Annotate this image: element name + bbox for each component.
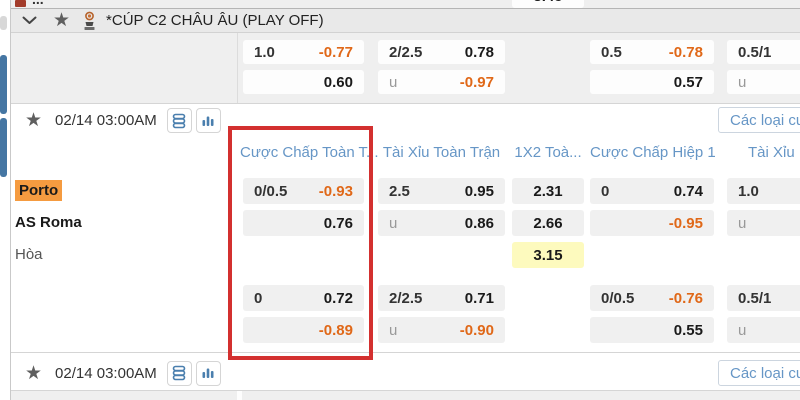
column-header-ou-h1: Tài Xỉu H... xyxy=(748,144,800,161)
column-divider xyxy=(237,391,242,400)
odds-cell-hdp-ft[interactable]: 0.60 xyxy=(243,70,364,94)
collapse-chevron-icon[interactable] xyxy=(22,16,37,25)
stats-button[interactable] xyxy=(195,108,221,133)
next-section-strip xyxy=(11,390,800,400)
stats-button[interactable] xyxy=(195,360,221,386)
clipped-previous-row: ... 3.45 xyxy=(11,0,800,8)
section-divider xyxy=(11,103,800,104)
odds-cell-ou-h1-alt-under[interactable]: u xyxy=(727,317,800,343)
odds-cell-hdp-ft-alt[interactable]: 0 0.72 xyxy=(243,285,364,311)
odds-cell-ou-ft-under[interactable]: u 0.86 xyxy=(378,210,505,236)
bar-chart-icon xyxy=(202,368,214,378)
match-datetime: 02/14 03:00AM xyxy=(55,364,157,382)
stacked-view-button[interactable] xyxy=(166,108,192,133)
odds-cell-hdp-h1[interactable]: 0.57 xyxy=(590,70,714,94)
column-header-hdp-ft: Cược Chấp Toàn T... xyxy=(240,144,379,161)
bar-chart-icon xyxy=(202,116,214,126)
stacked-view-button[interactable] xyxy=(166,360,192,386)
column-divider xyxy=(237,33,238,103)
odds-cell-ou-ft[interactable]: 2/2.5 0.78 xyxy=(378,40,505,64)
match-meta-row: ★ 02/14 03:00AM xyxy=(11,356,800,390)
odds-cell-1x2-away[interactable]: 2.66 xyxy=(512,210,584,236)
away-team-name: AS Roma xyxy=(15,214,82,231)
scrollbar-thumb[interactable] xyxy=(0,55,7,114)
stack-icon xyxy=(172,113,186,128)
odds-cell-hdp-h1-alt[interactable]: 0/0.5 -0.76 xyxy=(590,285,714,311)
odds-cell-1x2-draw[interactable]: 3.15 xyxy=(512,242,584,268)
left-scrollbar[interactable] xyxy=(0,0,11,400)
odds-cell-ou-h1-under[interactable]: u xyxy=(727,210,800,236)
draw-label: Hòa xyxy=(15,246,43,263)
odds-cell-hdp-h1-alt2[interactable]: 0.55 xyxy=(590,317,714,343)
odds-cell-ou-ft[interactable]: u -0.97 xyxy=(378,70,505,94)
scrollbar-notch xyxy=(0,16,7,30)
stack-icon xyxy=(172,365,186,381)
odds-cell-ou-h1[interactable]: u xyxy=(727,70,800,94)
more-bet-types-button[interactable]: Các loại cược xyxy=(718,360,800,386)
league-logo-icon xyxy=(82,11,97,31)
section-divider xyxy=(11,352,800,353)
odds-cell-ou-ft-alt-under[interactable]: u -0.90 xyxy=(378,317,505,343)
column-header-hdp-h1: Cược Chấp Hiệp 1 xyxy=(590,144,716,161)
scrollbar-thumb[interactable] xyxy=(0,118,7,177)
odds-cell-ou-ft-over[interactable]: 2.5 0.95 xyxy=(378,178,505,204)
more-bet-types-button[interactable]: Các loại cược xyxy=(718,107,800,133)
odds-cell-hdp-ft-home[interactable]: 0/0.5 -0.93 xyxy=(243,178,364,204)
odds-cell-hdp-ft-alt2[interactable]: -0.89 xyxy=(243,317,364,343)
odds-cell-ou-ft-alt-over[interactable]: 2/2.5 0.71 xyxy=(378,285,505,311)
odds-cell-hdp-ft-away[interactable]: 0.76 xyxy=(243,210,364,236)
league-favorite-star-icon[interactable]: ★ xyxy=(53,10,71,31)
match-datetime: 02/14 03:00AM xyxy=(55,112,157,129)
column-header-ou-ft: Tài Xỉu Toàn Trận xyxy=(382,144,501,161)
odds-cell-hdp-h1[interactable]: 0.5 -0.78 xyxy=(590,40,714,64)
odds-cell-ou-h1-alt-over[interactable]: 0.5/1 xyxy=(727,285,800,311)
league-title: *CÚP C2 CHÂU ÂU (PLAY OFF) xyxy=(106,12,324,29)
home-team-name: Porto xyxy=(15,180,63,201)
odds-cell-hdp-h1-away[interactable]: -0.95 xyxy=(590,210,714,236)
odds-cell-1x2-home[interactable]: 2.31 xyxy=(512,178,584,204)
odds-cell-hdp-h1-home[interactable]: 0 0.74 xyxy=(590,178,714,204)
match-meta-row: ★ 02/14 03:00AM xyxy=(11,104,800,137)
odds-cell-ou-h1-over[interactable]: 1.0 xyxy=(727,178,800,204)
match-favorite-star-icon[interactable]: ★ xyxy=(25,110,43,131)
match-favorite-star-icon[interactable]: ★ xyxy=(25,362,43,384)
odds-cell-hdp-ft[interactable]: 1.0 -0.77 xyxy=(243,40,364,64)
league-header-bar: ★ *CÚP C2 CHÂU ÂU (PLAY OFF) xyxy=(11,8,800,33)
clipped-text: ... xyxy=(32,0,44,7)
clipped-highlight xyxy=(15,0,26,7)
clipped-odds-cell[interactable]: 3.45 xyxy=(512,0,584,8)
odds-cell-ou-h1[interactable]: 0.5/1 xyxy=(727,40,800,64)
column-header-1x2: 1X2 Toà... xyxy=(514,144,582,161)
